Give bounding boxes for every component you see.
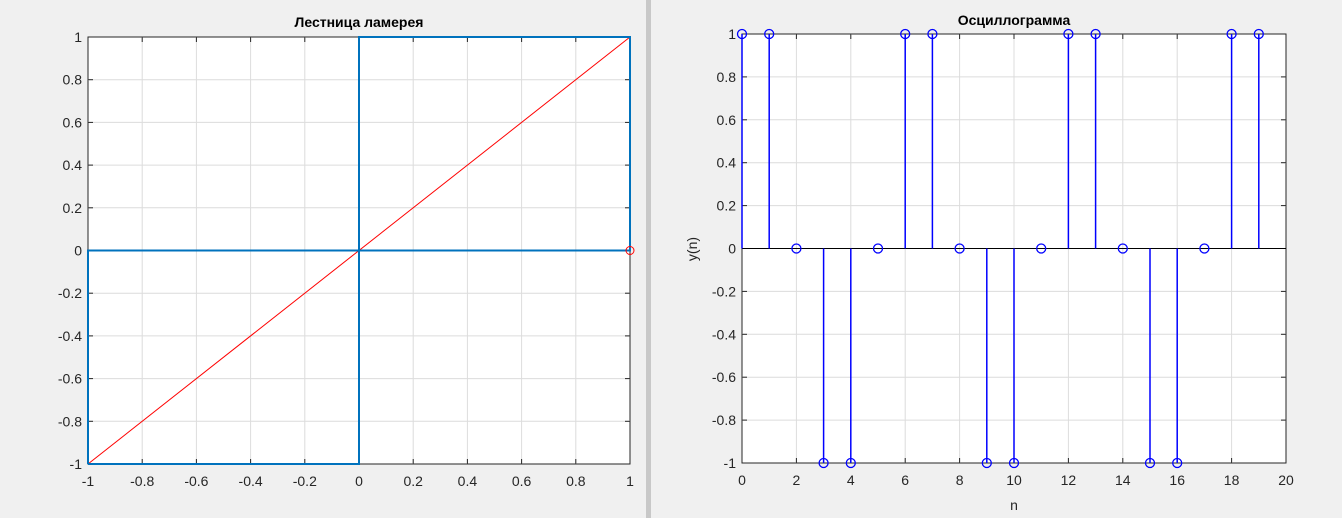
x-tick-label: 4 [847, 472, 855, 488]
x-tick-label: 0.2 [403, 473, 423, 489]
x-tick-label: 0.6 [512, 473, 532, 489]
x-tick-label: -0.8 [130, 473, 154, 489]
y-tick-label: 0.4 [63, 157, 83, 173]
y-tick-label: 0.2 [717, 198, 737, 214]
chart-title: Осциллограмма [958, 12, 1071, 28]
y-tick-label: 0.8 [717, 69, 737, 85]
oscillogram-chart: 0 2 4 6 8 10 12 14 16 18 20 -1 -0.8 -0.6 -0.4 -0.2 0 0.2 0… [684, 12, 1294, 513]
x-tick-label: 6 [901, 472, 909, 488]
stem-marker [981, 457, 992, 469]
stem-marker [1144, 457, 1156, 469]
x-tick-label: 18 [1224, 472, 1240, 488]
y-tick-label: 0.2 [63, 200, 83, 216]
y-tick-label: -0.8 [58, 413, 82, 429]
staircase-line [87, 36, 631, 464]
lamerey-staircase-chart: -1 -0.8 -0.6 -0.4 -0.2 0 0.2 0.4 0.6 0.8 1 -1 -0.8 -0… [58, 14, 635, 489]
x-tick-label: 8 [956, 472, 964, 488]
x-tick-label: 2 [793, 472, 801, 488]
x-tick-label: 16 [1169, 472, 1185, 488]
stem-marker [845, 457, 856, 469]
y-tick-label: 0.6 [717, 112, 737, 128]
y-tick-label: -0.2 [58, 285, 82, 301]
stem-plot [736, 28, 1286, 469]
stem-marker [1253, 28, 1264, 40]
y-tick-label: 1 [728, 26, 736, 42]
x-tick-label: 20 [1278, 472, 1294, 488]
stem-marker [1172, 457, 1183, 469]
stem-marker [818, 457, 829, 469]
x-tick-label: -1 [82, 473, 95, 489]
stem-marker [927, 28, 938, 40]
staircase-line [88, 250, 360, 465]
panel-divider[interactable] [646, 0, 651, 518]
stem-marker [1090, 28, 1101, 40]
stem-marker [1226, 28, 1237, 40]
x-axis-label: n [1010, 497, 1018, 513]
y-tick-label: -0.6 [712, 369, 736, 385]
x-tick-label: -0.6 [184, 473, 208, 489]
x-tick-label: 10 [1006, 472, 1022, 488]
stem-marker [1036, 243, 1047, 254]
y-tick-label: -1 [70, 456, 83, 472]
x-tick-label: 1 [626, 473, 634, 489]
x-tick-label: -0.2 [293, 473, 317, 489]
stem-marker [954, 243, 965, 254]
chart-title: Лестница ламерея [295, 14, 424, 30]
y-tick-label: 0.8 [63, 72, 83, 88]
y-tick-label: 1 [74, 29, 82, 45]
y-tick-label: -0.8 [712, 412, 736, 428]
y-tick-label: -0.6 [58, 371, 82, 387]
ticks: -1 -0.8 -0.6 -0.4 -0.2 0 0.2 0.4 0.6 0.8 1 -1 -0.8 -0… [58, 29, 634, 489]
y-tick-label: -0.4 [58, 328, 82, 344]
stem-marker [764, 28, 775, 40]
ticks: 0 2 4 6 8 10 12 14 16 18 20 -1 -0.8 -0.6 -0.4 -0.2 0 0.2 0… [712, 26, 1294, 488]
x-tick-label: 0.4 [458, 473, 478, 489]
y-tick-label: 0 [728, 241, 736, 257]
y-tick-label: 0.4 [717, 155, 737, 171]
stem-marker [736, 28, 748, 40]
x-tick-label: -0.4 [239, 473, 263, 489]
end-marker [625, 246, 635, 255]
x-tick-label: 0.8 [566, 473, 586, 489]
y-tick-label: -0.4 [712, 326, 736, 342]
x-tick-label: 0 [738, 472, 746, 488]
y-axis-label: y(n) [684, 237, 700, 261]
plot-lines [87, 36, 635, 465]
stem-marker [1117, 243, 1128, 254]
stem-marker [791, 243, 802, 254]
stem-marker [900, 28, 911, 40]
stem-marker [1063, 28, 1074, 40]
stem-marker [1008, 457, 1020, 469]
y-tick-label: 0 [74, 243, 82, 259]
x-tick-label: 12 [1061, 472, 1077, 488]
y-tick-label: 0.6 [63, 114, 83, 130]
y-tick-label: -1 [724, 455, 737, 471]
x-tick-label: 14 [1115, 472, 1131, 488]
stem-marker [1199, 243, 1210, 254]
stem-marker [872, 243, 884, 254]
y-tick-label: -0.2 [712, 283, 736, 299]
x-tick-label: 0 [355, 473, 363, 489]
